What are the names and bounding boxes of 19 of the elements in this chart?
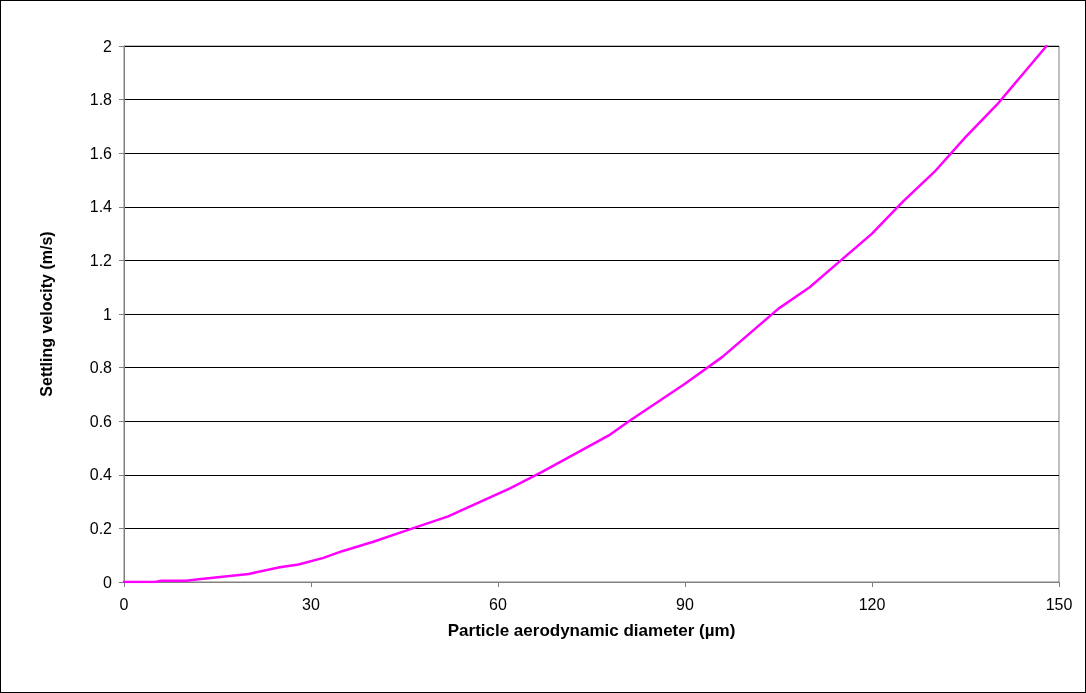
y-tick-label: 1.8	[89, 91, 113, 109]
x-tick-label: 90	[676, 595, 694, 613]
y-tick-label: 1.4	[89, 198, 113, 216]
y-tick-label: 0	[103, 573, 113, 591]
y-tick-label: 2	[103, 37, 113, 55]
x-tick-label: 120	[858, 595, 886, 613]
x-tick-label: 150	[1045, 595, 1073, 613]
x-tick-label: 30	[302, 595, 320, 613]
y-tick-label: 1.2	[89, 251, 113, 269]
y-tick-label: 0.4	[89, 466, 113, 484]
y-tick-label: 0.8	[89, 359, 113, 377]
y-tick-label: 1.6	[89, 144, 113, 162]
y-tick-label: 0.6	[89, 412, 113, 430]
y-tick-label: 0.2	[89, 519, 113, 537]
x-tick-label: 60	[489, 595, 507, 613]
x-tick-label: 0	[119, 595, 129, 613]
y-tick-label: 1	[103, 305, 113, 323]
y-axis-title: Settling velocity (m/s)	[37, 231, 55, 397]
x-axis-title: Particle aerodynamic diameter (µm)	[447, 621, 736, 640]
